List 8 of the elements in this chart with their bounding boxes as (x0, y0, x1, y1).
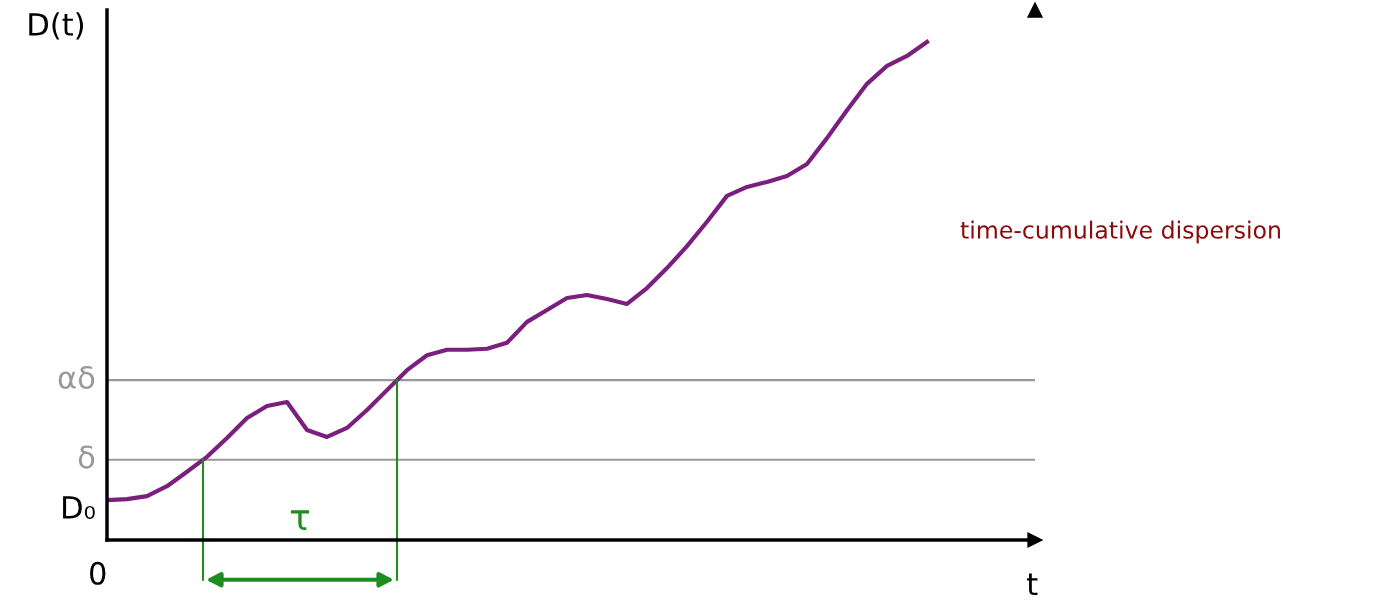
y-axis-title: D(t) (29, 12, 84, 40)
ref-line-label: αδ (58, 365, 95, 390)
ref-line-label: δ (78, 445, 95, 469)
annotation: τ (290, 510, 310, 531)
text: D₀ (63, 496, 95, 519)
x-axis-title: t (1027, 573, 1038, 596)
text: 0 (90, 561, 106, 585)
text: time-cumulative dispersion (960, 220, 1280, 244)
